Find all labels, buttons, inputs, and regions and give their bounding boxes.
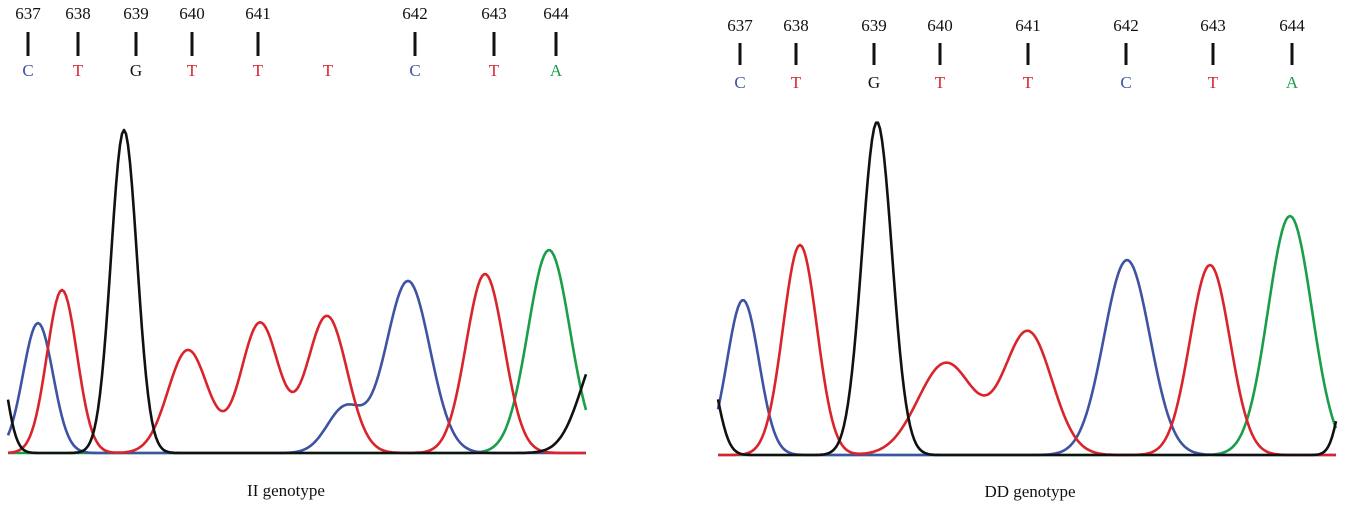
- base-label: T: [253, 61, 264, 80]
- position-label: 644: [1279, 16, 1305, 35]
- position-label: 640: [927, 16, 953, 35]
- position-label: 637: [15, 4, 41, 23]
- base-label: T: [1208, 73, 1219, 92]
- caption: II genotype: [247, 481, 325, 500]
- position-label: 643: [1200, 16, 1226, 35]
- position-label: 642: [1113, 16, 1139, 35]
- trace: [718, 243, 1336, 457]
- position-label: 641: [245, 4, 271, 23]
- base-label: C: [1120, 73, 1131, 92]
- position-label: 640: [179, 4, 205, 23]
- position-label: 641: [1015, 16, 1041, 35]
- base-label: C: [22, 61, 33, 80]
- base-label: G: [868, 73, 880, 92]
- base-label: T: [935, 73, 946, 92]
- base-label: T: [1023, 73, 1034, 92]
- base-label: G: [130, 61, 142, 80]
- trace: [7, 272, 586, 455]
- base-label: T: [489, 61, 500, 80]
- position-label: 639: [123, 4, 149, 23]
- position-label: 644: [543, 4, 569, 23]
- trace: [718, 214, 1338, 457]
- position-label: 638: [65, 4, 91, 23]
- base-label: T: [323, 61, 334, 80]
- base-label: C: [734, 73, 745, 92]
- base-label: T: [73, 61, 84, 80]
- position-label: 643: [481, 4, 507, 23]
- base-label: T: [791, 73, 802, 92]
- base-label: A: [1286, 73, 1299, 92]
- position-label: 638: [783, 16, 809, 35]
- base-label: A: [550, 61, 563, 80]
- position-label: 642: [402, 4, 428, 23]
- position-label: 639: [861, 16, 887, 35]
- trace: [716, 121, 1338, 457]
- position-label: 637: [727, 16, 753, 35]
- base-label: C: [409, 61, 420, 80]
- base-label: T: [187, 61, 198, 80]
- trace: [6, 128, 588, 455]
- caption: DD genotype: [984, 482, 1075, 501]
